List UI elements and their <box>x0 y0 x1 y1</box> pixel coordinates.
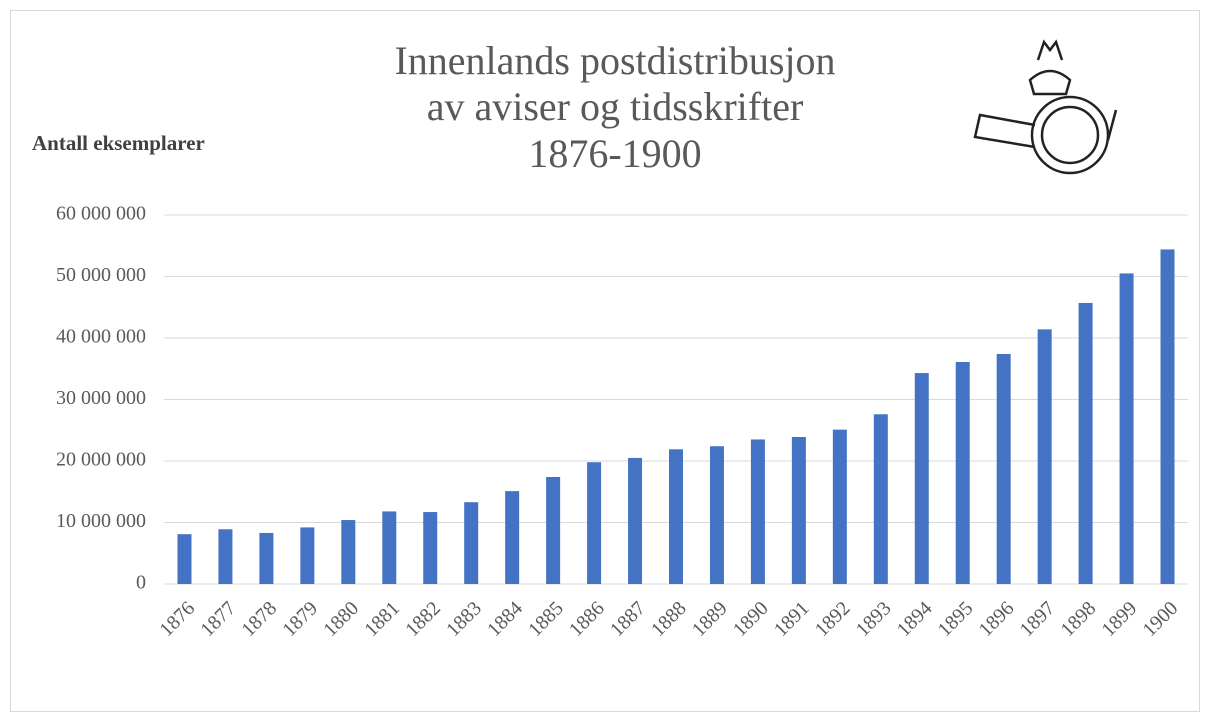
y-tick-label: 50 000 000 <box>56 264 146 286</box>
bar <box>914 373 929 584</box>
bar <box>464 502 479 584</box>
y-tick-label: 0 <box>136 572 146 594</box>
y-tick-label: 20 000 000 <box>56 449 146 471</box>
bar <box>218 529 233 584</box>
chart-title: Innenlands postdistribusjon <box>394 38 835 83</box>
bar <box>791 437 806 584</box>
y-tick-label: 40 000 000 <box>56 326 146 348</box>
bar <box>177 534 192 584</box>
bar <box>996 353 1011 584</box>
bar <box>505 491 520 584</box>
bar <box>1037 329 1052 584</box>
chart-title: 1876-1900 <box>528 131 701 176</box>
y-tick-label: 10 000 000 <box>56 510 146 532</box>
y-axis-label: Antall eksemplarer <box>32 131 205 155</box>
bar <box>382 511 397 584</box>
bar <box>832 429 847 584</box>
chart-title: av aviser og tidsskrifter <box>427 84 804 129</box>
bar <box>873 414 888 584</box>
y-tick-label: 30 000 000 <box>56 387 146 409</box>
post-horn-icon <box>973 39 1118 175</box>
bar <box>300 527 315 584</box>
bar <box>259 532 274 584</box>
bar <box>546 476 561 584</box>
bar <box>587 462 602 584</box>
bar <box>669 449 683 584</box>
bar <box>1078 302 1093 584</box>
bar <box>750 439 765 584</box>
bar <box>341 520 356 584</box>
y-tick-label: 60 000 000 <box>56 203 146 225</box>
bar <box>1160 249 1175 584</box>
bar <box>628 457 643 584</box>
bar <box>955 361 970 584</box>
bar <box>1119 273 1134 584</box>
bar <box>709 446 724 584</box>
bar <box>423 512 438 584</box>
